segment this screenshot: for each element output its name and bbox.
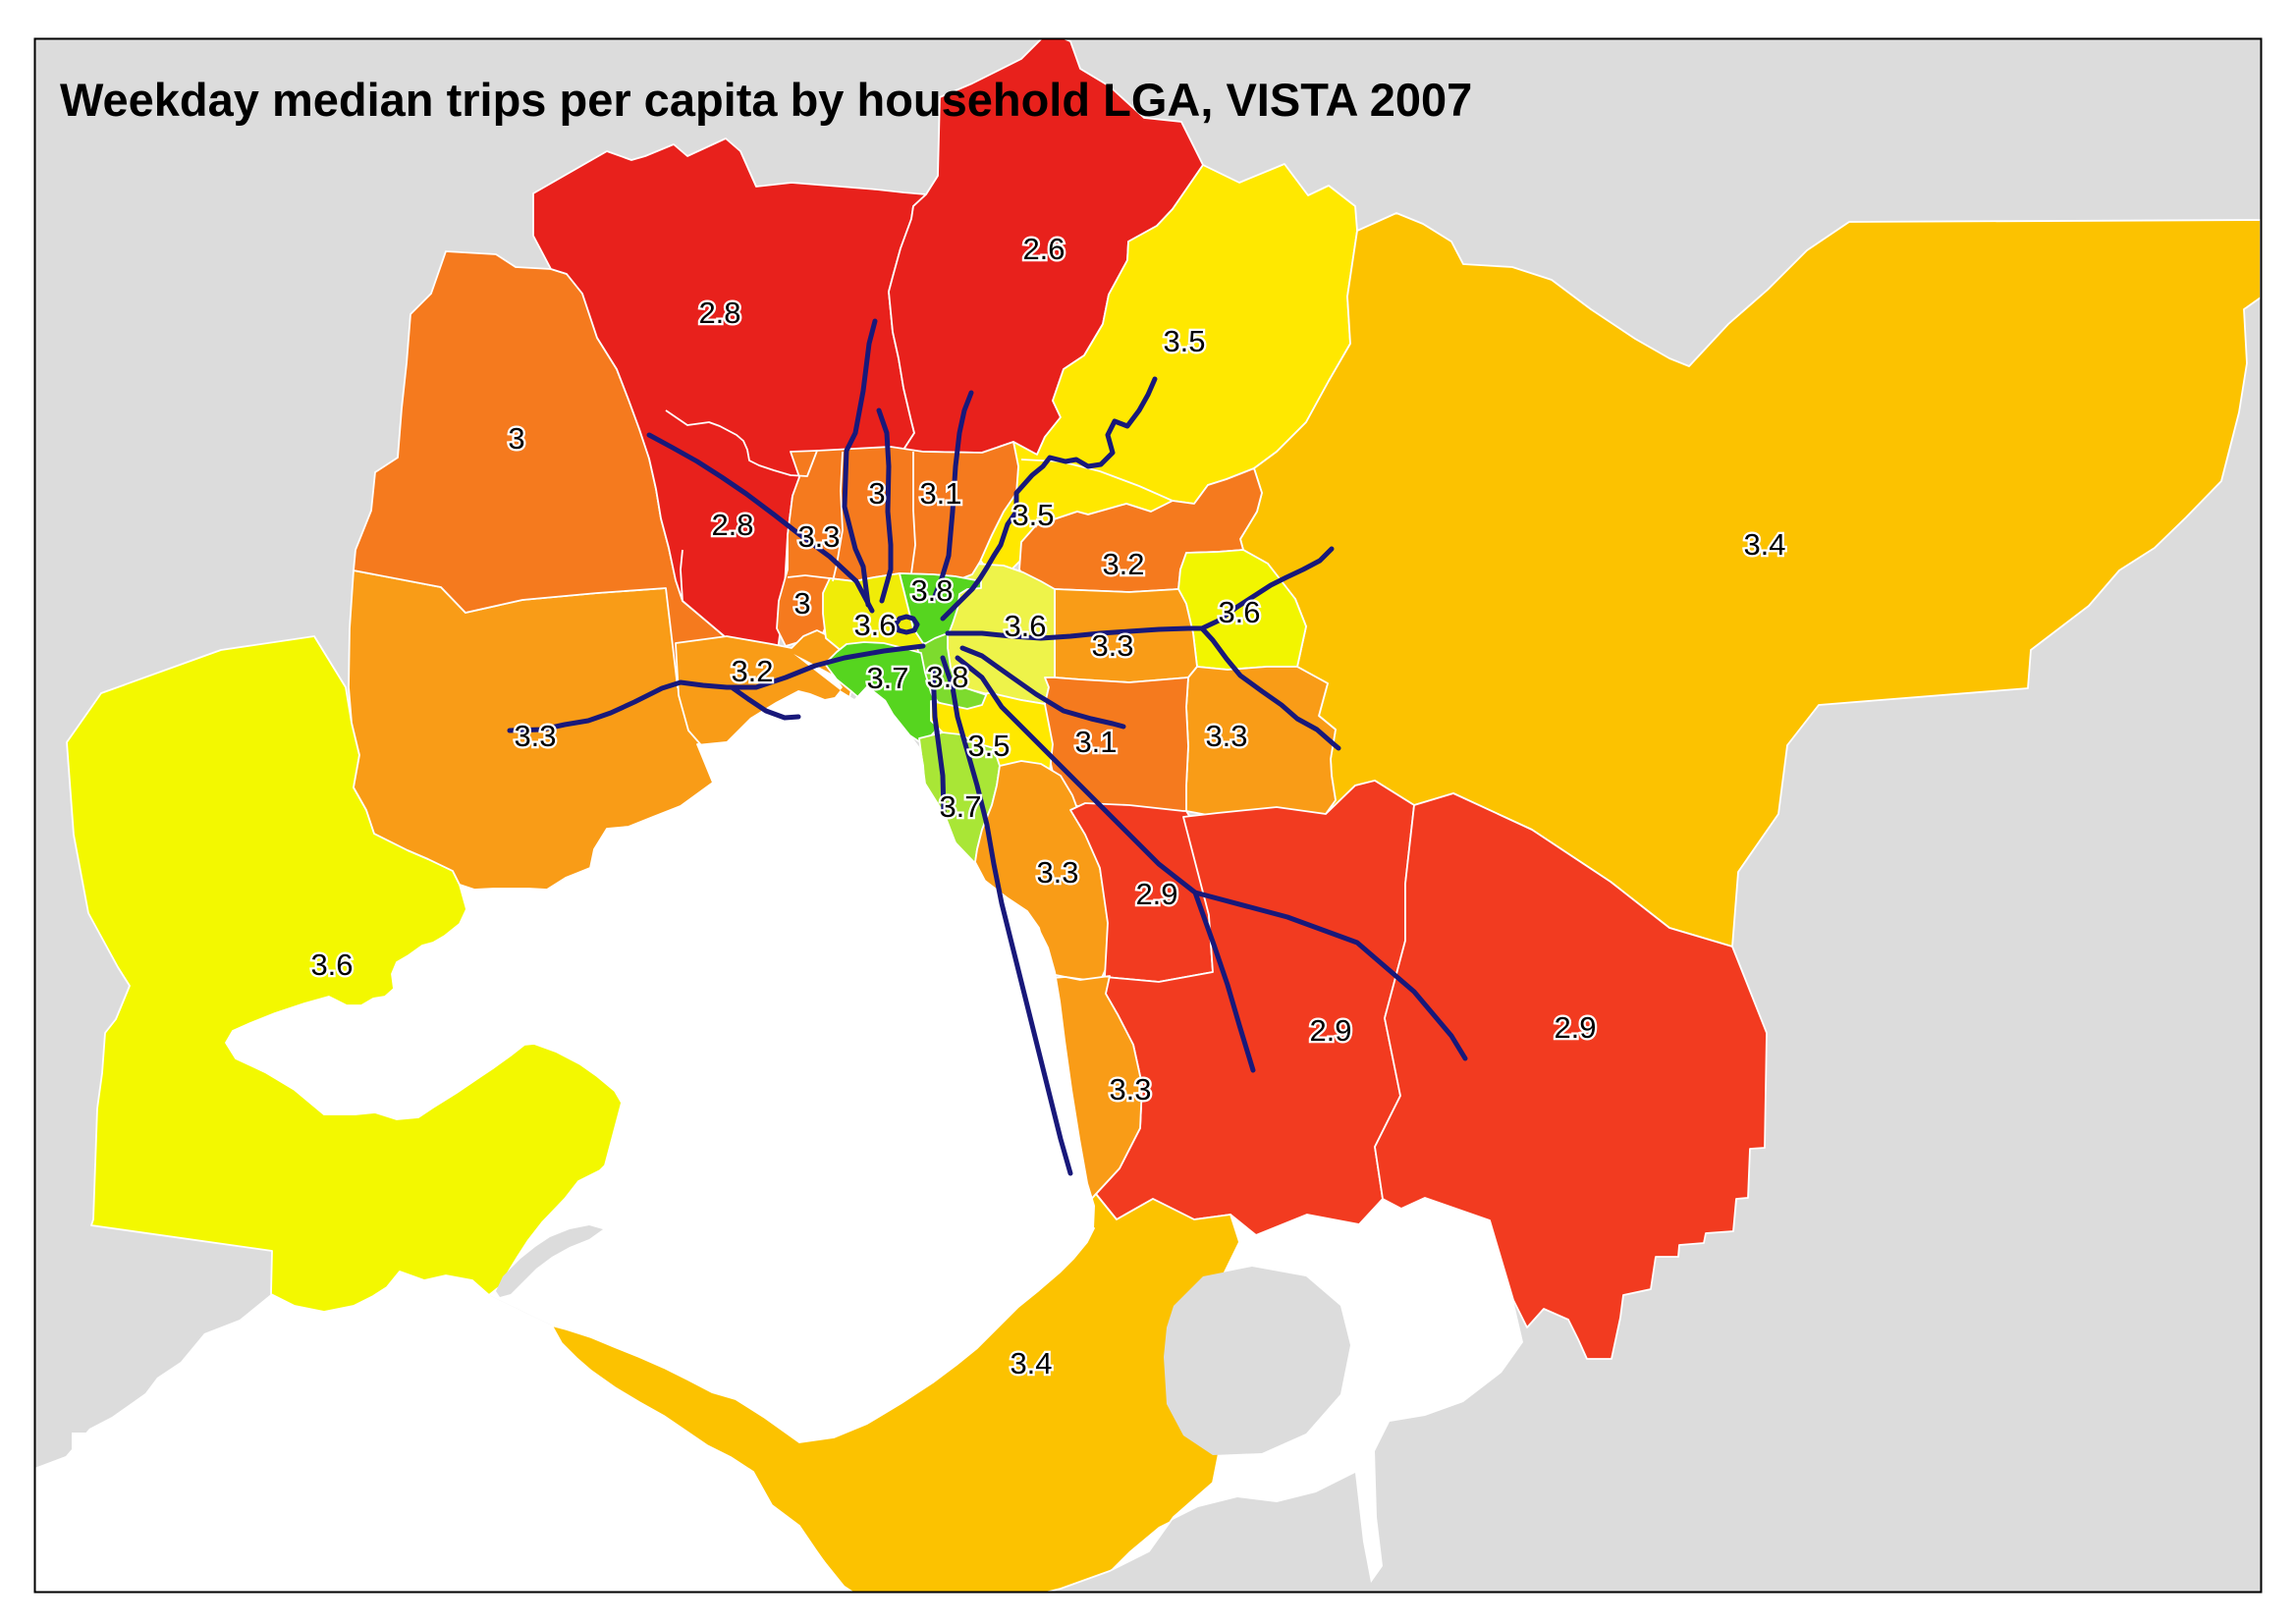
svg-text:3.1: 3.1: [919, 476, 961, 511]
svg-text:3: 3: [508, 421, 524, 456]
svg-text:2.9: 2.9: [1554, 1010, 1596, 1045]
svg-text:3.3: 3.3: [1205, 719, 1247, 753]
svg-text:Weekday median trips per capit: Weekday median trips per capita by house…: [60, 74, 1472, 126]
svg-text:3.5: 3.5: [1163, 324, 1205, 358]
svg-text:3.6: 3.6: [1218, 595, 1260, 629]
svg-text:2.9: 2.9: [1309, 1013, 1351, 1048]
svg-text:3.8: 3.8: [910, 573, 953, 608]
svg-text:3.3: 3.3: [1091, 628, 1133, 663]
svg-text:3: 3: [868, 476, 885, 511]
svg-text:3.6: 3.6: [853, 608, 896, 642]
svg-text:3.1: 3.1: [1074, 725, 1117, 759]
svg-text:3.3: 3.3: [797, 519, 840, 554]
svg-text:3.3: 3.3: [1109, 1072, 1151, 1107]
svg-text:3.6: 3.6: [310, 947, 353, 982]
svg-text:3.3: 3.3: [1036, 855, 1078, 890]
svg-text:3.2: 3.2: [731, 654, 773, 688]
svg-text:3.4: 3.4: [1743, 527, 1785, 562]
svg-text:3.7: 3.7: [866, 661, 908, 695]
svg-text:3.4: 3.4: [1010, 1346, 1052, 1380]
svg-text:3.6: 3.6: [1004, 609, 1046, 643]
svg-text:2.9: 2.9: [1135, 877, 1177, 911]
svg-text:3.3: 3.3: [514, 719, 556, 753]
svg-text:2.6: 2.6: [1022, 232, 1065, 266]
svg-text:3.7: 3.7: [939, 789, 981, 824]
svg-text:3.5: 3.5: [967, 729, 1010, 763]
svg-text:3: 3: [793, 586, 810, 621]
svg-text:3.8: 3.8: [926, 660, 968, 694]
svg-text:2.8: 2.8: [711, 508, 753, 542]
svg-text:3.2: 3.2: [1102, 547, 1144, 581]
svg-text:3.5: 3.5: [1011, 498, 1054, 532]
svg-text:2.8: 2.8: [698, 296, 740, 330]
